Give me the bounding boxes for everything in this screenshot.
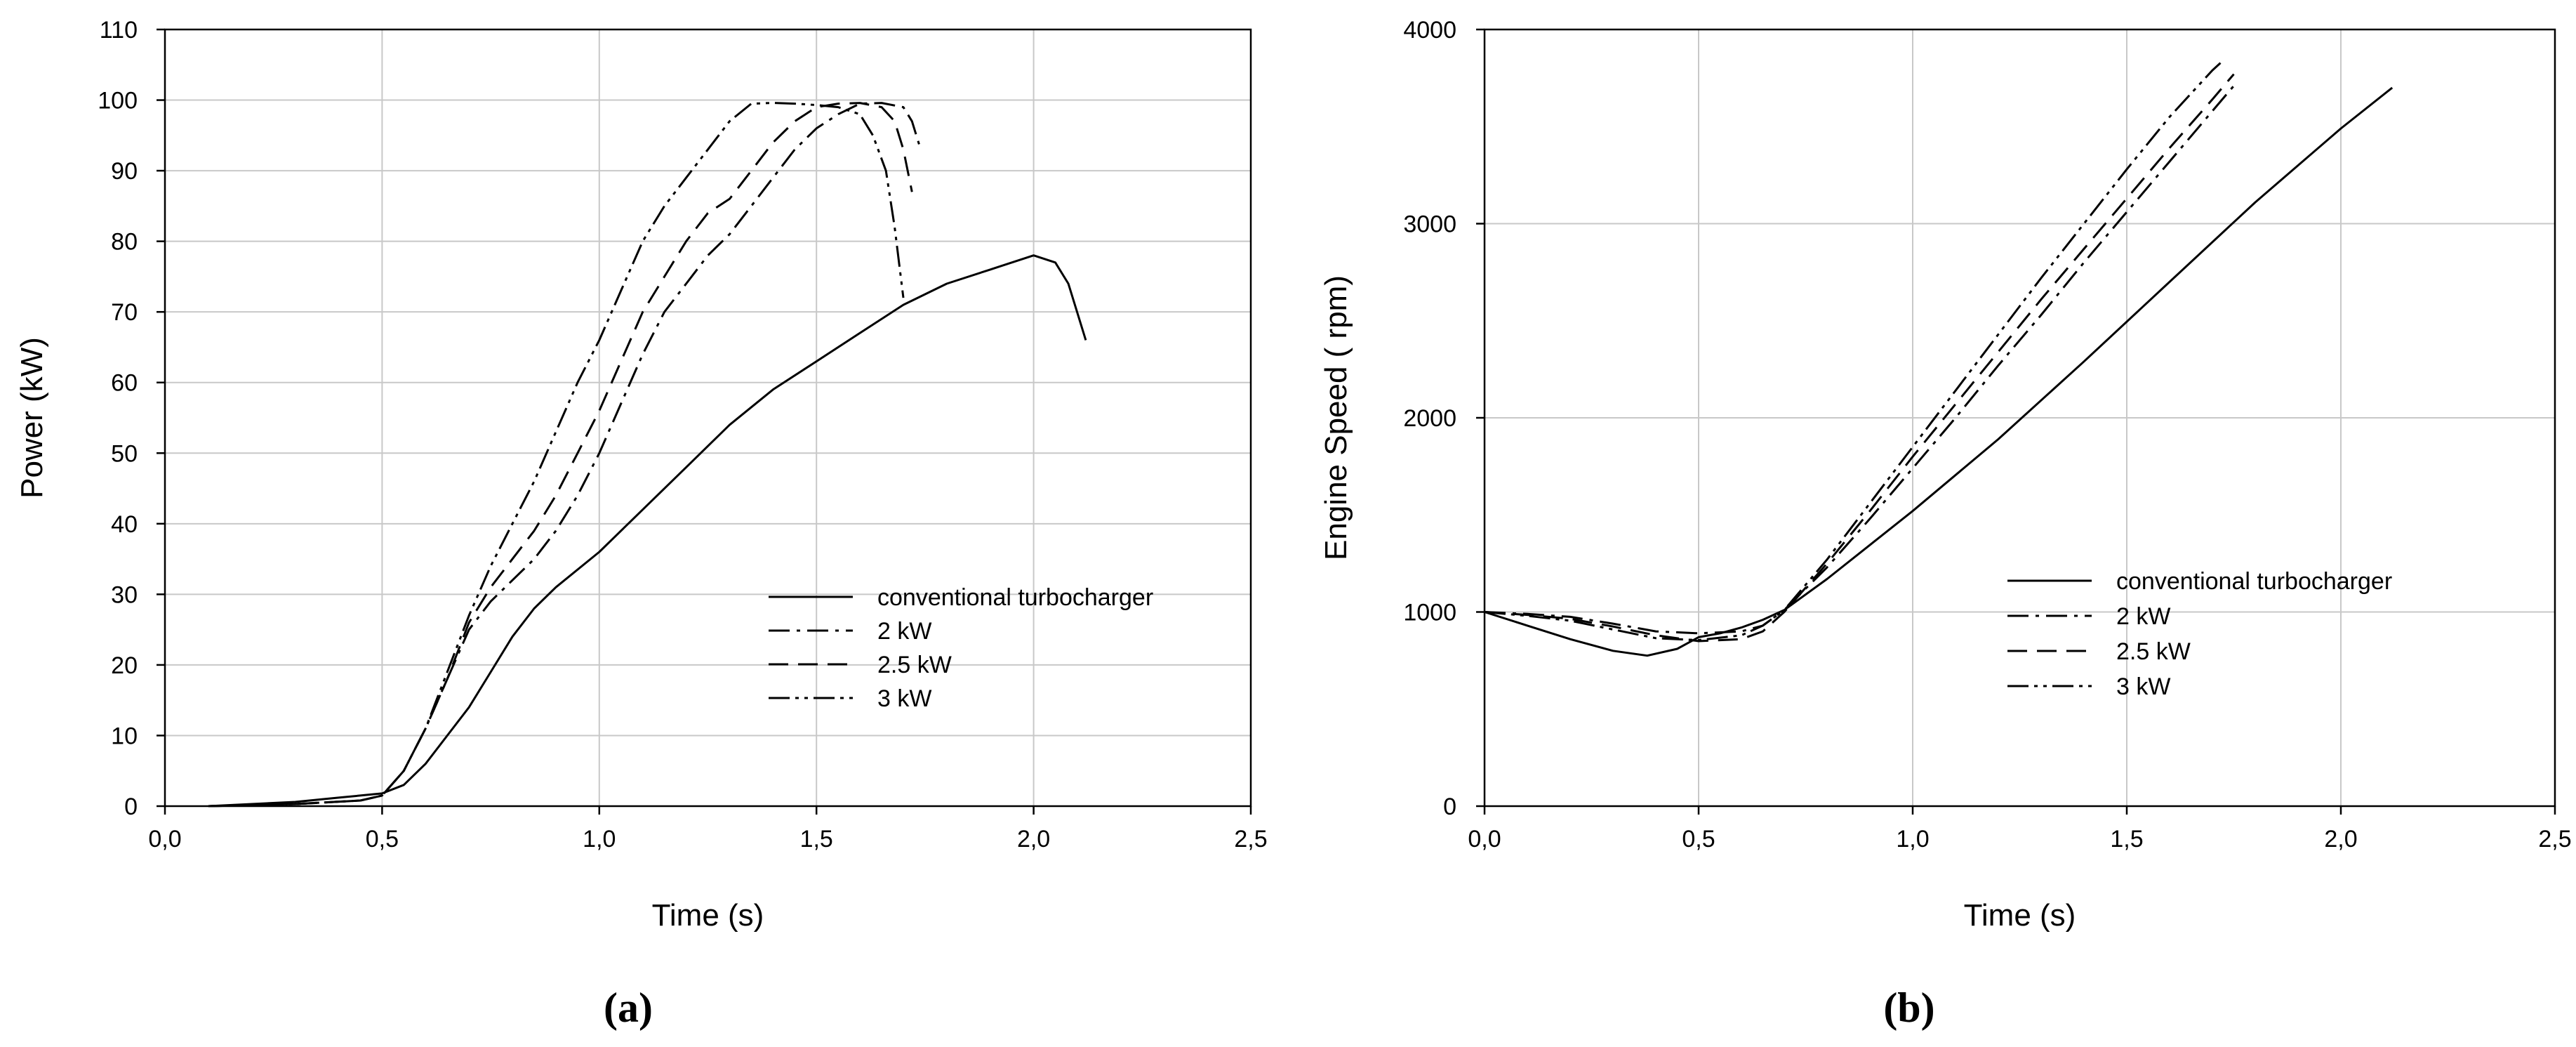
chart-a-y-tick-label: 20 (111, 652, 138, 679)
chart-a-series-2-5-kw (208, 102, 913, 808)
chart-a-y-tick-label: 30 (111, 581, 138, 608)
chart-b-legend-label: 2 kW (2116, 603, 2170, 630)
chart-b-legend-label: 2.5 kW (2116, 638, 2191, 665)
chart-b-series-2-5-kw (1484, 73, 2235, 643)
chart-b-x-tick-label: 0,5 (1682, 826, 1715, 852)
chart-b-legend-label: 3 kW (2116, 673, 2170, 700)
chart-b-y-axis-title: Engine Speed ( rpm) (1319, 275, 1353, 560)
chart-b-plot-frame (1483, 28, 2556, 808)
chart-a-x-tick-label: 2,5 (1234, 826, 1267, 852)
chart-b-x-tick-label: 1,5 (2110, 826, 2143, 852)
chart-a-series-conventional-turbocharger (208, 254, 1087, 808)
chart-b-y-tick-label: 2000 (1403, 405, 1456, 432)
chart-b-x-tick-label: 1,0 (1896, 826, 1929, 852)
chart-a-panel-label: (a) (604, 985, 653, 1031)
chart-b-y-tick-label: 4000 (1403, 17, 1456, 44)
chart-a-series-3-kw (208, 102, 905, 808)
chart-a-y-tick-label: 0 (124, 794, 138, 820)
chart-a-x-tick-label: 1,5 (800, 826, 833, 852)
chart-a-plot-frame (164, 28, 1252, 808)
chart-b-y-tick-label: 1000 (1403, 600, 1456, 626)
chart-a-y-tick-label: 70 (111, 299, 138, 326)
chart-b-panel-label: (b) (1883, 985, 1934, 1031)
chart-b-legend-label: conventional turbocharger (2116, 568, 2392, 595)
chart-b-series-conventional-turbocharger (1484, 86, 2394, 657)
chart-b-x-tick-label: 2,0 (2324, 826, 2357, 852)
chart-a-x-tick-label: 2,0 (1017, 826, 1050, 852)
chart-a-y-tick-label: 100 (98, 88, 138, 114)
chart-a-y-tick-label: 60 (111, 370, 138, 397)
chart-a-legend-label: 2.5 kW (877, 652, 952, 678)
chart-a-x-axis-title: Time (s) (652, 898, 764, 933)
chart-a-y-axis-title: Power (kW) (15, 337, 49, 499)
chart-b-y-tick-label: 3000 (1403, 211, 1456, 238)
chart-b-x-axis-title: Time (s) (1964, 898, 2076, 933)
chart-b-series-2-kw (1484, 85, 2235, 635)
chart-a-x-tick-label: 0,0 (148, 826, 181, 852)
chart-a-y-tick-label: 110 (100, 17, 138, 44)
chart-b-series-3-kw (1484, 61, 2222, 642)
chart-a-legend-label: 3 kW (877, 685, 931, 712)
chart-a-legend-label: 2 kW (877, 618, 931, 645)
chart-a-y-tick-label: 50 (111, 440, 138, 467)
chart-b-x-tick-label: 0,0 (1468, 826, 1501, 852)
chart-a-x-tick-label: 0,5 (366, 826, 399, 852)
chart-b-y-tick-label: 0 (1443, 794, 1456, 820)
chart-a-y-tick-label: 40 (111, 511, 138, 538)
chart-a-x-tick-label: 1,0 (583, 826, 616, 852)
chart-a-y-tick-label: 90 (111, 158, 138, 185)
chart-b-x-tick-label: 2,5 (2538, 826, 2571, 852)
chart-a-series-2-kw (208, 102, 922, 808)
chart-a-legend-label: conventional turbocharger (877, 584, 1153, 611)
chart-a-y-tick-label: 80 (111, 229, 138, 256)
chart-a-y-tick-label: 10 (111, 723, 138, 749)
